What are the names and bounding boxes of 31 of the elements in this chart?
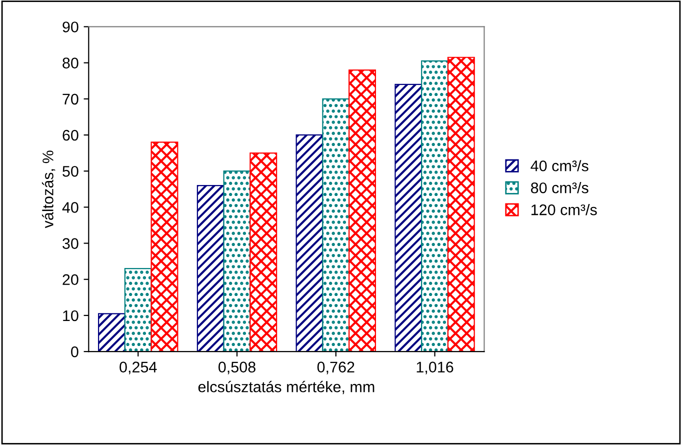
legend-label: 80 cm³/s: [530, 182, 588, 194]
bar: [196, 184, 224, 352]
bar: [322, 98, 350, 352]
bar: [124, 268, 152, 352]
bar: [296, 134, 324, 352]
legend-label: 40 cm³/s: [530, 160, 588, 172]
legend-label: 120 cm³/s: [531, 204, 597, 216]
y-tick-label: 40: [62, 202, 78, 213]
y-tick-label: 20: [62, 274, 78, 286]
y-tick-label: 60: [62, 130, 78, 141]
y-tick-label: 50: [62, 166, 78, 177]
x-tick-label: 0,762: [317, 362, 354, 374]
x-tick-label: 1,016: [416, 362, 454, 374]
bar: [250, 152, 278, 352]
y-axis-title: változás, %: [42, 150, 56, 228]
y-tick-label: 30: [62, 238, 78, 249]
y-tick-label: 10: [63, 310, 78, 322]
bar: [348, 69, 376, 352]
y-tick-label: 70: [62, 94, 78, 105]
y-tick-label: 0: [71, 346, 78, 358]
y-tick-label: 90: [62, 22, 78, 32]
bar: [394, 84, 422, 352]
bar: [98, 313, 126, 352]
bar: [421, 60, 449, 352]
x-axis-title: elcsúsztatás mértéke, mm: [198, 380, 374, 394]
y-tick-label: 80: [62, 58, 78, 68]
bar: [150, 142, 178, 352]
bar: [447, 56, 475, 352]
x-tick-label: 0,254: [120, 362, 157, 374]
bar: [223, 170, 251, 352]
x-tick-label: 0,508: [218, 362, 256, 374]
